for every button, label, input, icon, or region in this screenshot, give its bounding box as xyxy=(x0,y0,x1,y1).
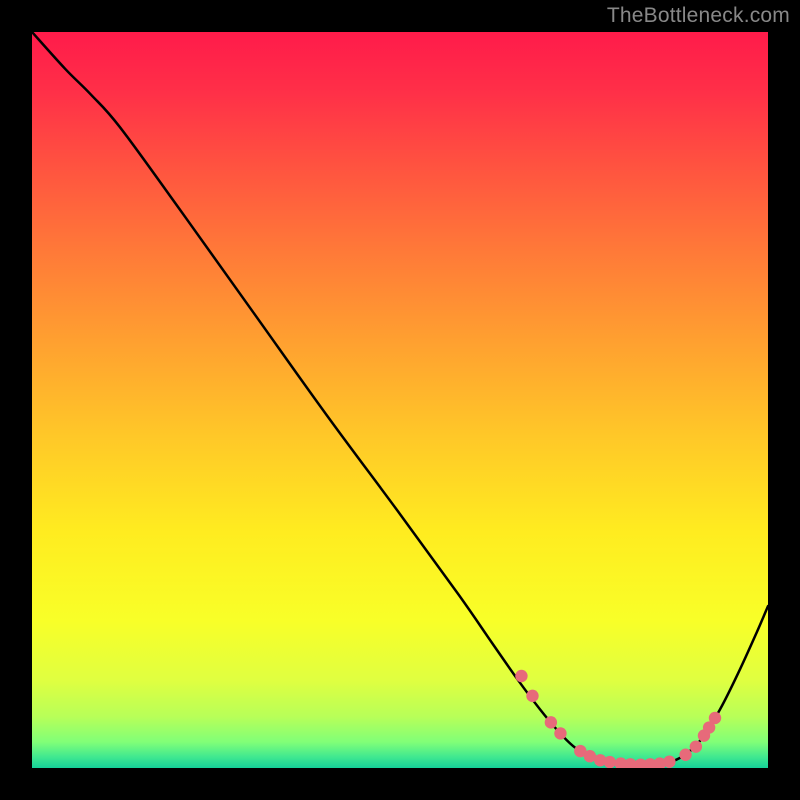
plot-area xyxy=(32,32,768,768)
data-marker xyxy=(679,749,691,761)
data-marker xyxy=(604,756,616,768)
data-marker xyxy=(515,670,527,682)
data-marker xyxy=(663,756,675,768)
data-marker xyxy=(709,712,721,724)
data-marker xyxy=(526,690,538,702)
data-marker xyxy=(545,716,557,728)
watermark-text: TheBottleneck.com xyxy=(607,4,790,28)
data-marker xyxy=(690,740,702,752)
chart-svg xyxy=(32,32,768,768)
chart-background xyxy=(32,32,768,768)
chart-frame: TheBottleneck.com xyxy=(0,0,800,800)
data-marker xyxy=(554,727,566,739)
